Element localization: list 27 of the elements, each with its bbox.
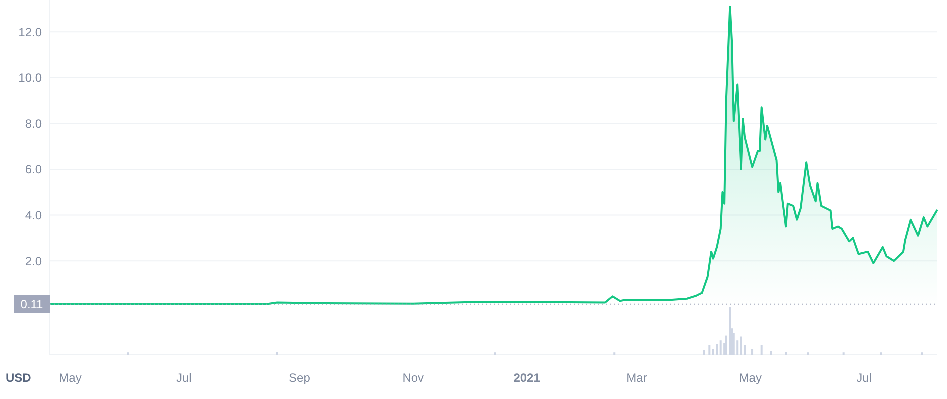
y-tick-label: 6.0 [25, 162, 42, 177]
x-tick-label: May [59, 371, 82, 385]
bar [785, 352, 788, 355]
x-tick-label: Jul [176, 371, 192, 385]
bar [770, 351, 772, 355]
ref-line-label: 0.11 [20, 298, 44, 312]
x-tick-label: 2021 [514, 371, 541, 385]
y-tick-label: 12.0 [18, 25, 42, 40]
bar [760, 345, 763, 355]
bar [729, 307, 732, 355]
bar [720, 340, 722, 355]
bar [716, 344, 718, 355]
x-tick-label: Mar [626, 371, 648, 385]
x-tick-label: Jul [856, 371, 872, 385]
y-axis-title: USD [6, 371, 32, 385]
y-tick-label: 2.0 [25, 254, 42, 268]
bar [276, 352, 278, 355]
x-tick-label: Nov [402, 371, 424, 385]
bar [740, 336, 742, 355]
y-tick-label: 8.0 [25, 116, 42, 131]
bar [703, 350, 706, 355]
x-tick-label: Sep [289, 371, 311, 385]
y-tick-label: 10.0 [18, 71, 42, 86]
bar [752, 349, 754, 355]
bar [708, 345, 711, 355]
y-tick-label: 4.0 [25, 208, 42, 222]
x-tick-label: May [739, 371, 762, 385]
